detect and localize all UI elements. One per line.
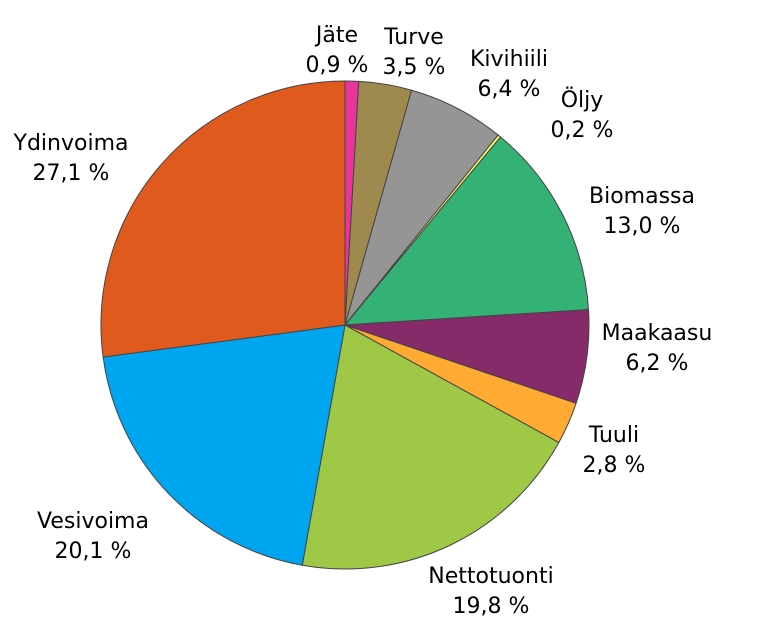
slice-value-label-biomassa: 13,0 % (604, 214, 681, 239)
slice-label-biomassa: Biomassa (589, 184, 695, 209)
slice-value-label-maakaasu: 6,2 % (626, 351, 689, 376)
pie-slice-biomassa (343, 136, 590, 326)
slice-value-label-kivihiili: 6,4 % (478, 77, 541, 102)
slice-label-nettotuonti: Nettotuonti (428, 564, 553, 589)
slice-label-tuuli: Tuuli (588, 423, 639, 448)
slice-value-label-tuuli: 2,8 % (583, 453, 646, 478)
slice-value-label-turve: 3,5 % (383, 55, 446, 80)
slice-label-vesivoima: Vesivoima (37, 509, 149, 534)
pie-labels: Jäte 0,9 % Turve 3,5 % Kivihiili 6,4 % Öljy 0,2… (13, 23, 713, 619)
pie-slice-vesivoima (102, 324, 346, 566)
slice-value-label-nettotuonti: 19,8 % (453, 594, 530, 619)
slice-label-ydinvoima: Ydinvoima (13, 131, 129, 156)
pie-slice-ydinvoima (100, 80, 346, 358)
slice-label-jate: Jäte (314, 23, 358, 48)
slice-value-label-vesivoima: 20,1 % (55, 539, 132, 564)
slice-label-kivihiili: Kivihiili (470, 47, 548, 72)
slice-label-oljy: Öljy (561, 87, 604, 113)
slice-label-turve: Turve (383, 25, 444, 50)
slice-value-label-oljy: 0,2 % (551, 118, 614, 143)
slice-value-label-jate: 0,9 % (306, 53, 369, 78)
slice-label-maakaasu: Maakaasu (602, 321, 713, 346)
pie-slice-nettotuonti (301, 324, 560, 570)
slice-value-label-ydinvoima: 27,1 % (33, 161, 110, 186)
pie-slices (100, 80, 590, 570)
